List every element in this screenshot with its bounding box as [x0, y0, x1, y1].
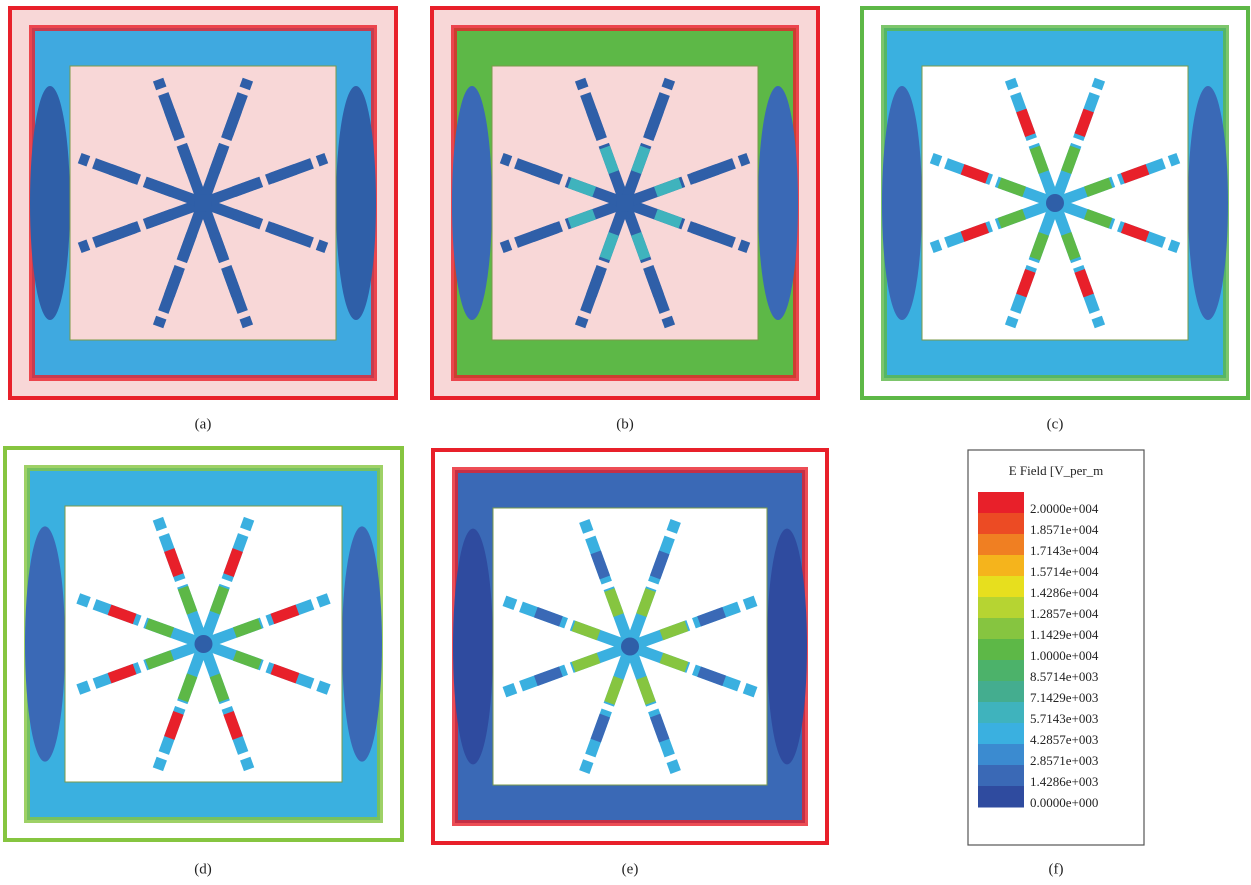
field-lobe	[336, 86, 376, 320]
field-lobe	[30, 86, 70, 320]
legend-swatch	[978, 702, 1024, 724]
field-lobe	[342, 526, 382, 761]
panel-label: (a)	[195, 416, 212, 432]
legend-label: 0.0000e+000	[1030, 795, 1098, 810]
legend-label: 1.5714e+004	[1030, 564, 1099, 579]
field-plot	[5, 448, 402, 840]
electrode-hub	[621, 638, 639, 656]
legend-label: 2.8571e+003	[1030, 753, 1098, 768]
legend-label: 8.5714e+003	[1030, 669, 1098, 684]
legend-swatch	[978, 534, 1024, 556]
field-plot	[433, 450, 827, 843]
legend-label: 2.0000e+004	[1030, 501, 1099, 516]
legend-swatch	[978, 723, 1024, 745]
legend-label: 1.0000e+004	[1030, 648, 1099, 663]
legend-label: 1.8571e+004	[1030, 522, 1099, 537]
field-lobe	[453, 529, 493, 765]
legend-label: 1.4286e+003	[1030, 774, 1098, 789]
legend-label: 1.1429e+004	[1030, 627, 1099, 642]
electrode-hub	[616, 194, 634, 212]
field-lobe	[1188, 86, 1228, 320]
legend-swatch	[978, 597, 1024, 619]
legend-label: 5.7143e+003	[1030, 711, 1098, 726]
legend-label: 1.4286e+004	[1030, 585, 1099, 600]
legend-swatch	[978, 555, 1024, 577]
panel-label: (b)	[616, 416, 634, 432]
legend-title: E Field [V_per_m	[1009, 463, 1104, 478]
legend-label: 1.2857e+004	[1030, 606, 1099, 621]
field-lobe	[758, 86, 798, 320]
legend-swatch	[978, 744, 1024, 766]
field-lobe	[882, 86, 922, 320]
figure: E Field [V_per_m (a) (b) (c) (d) (e) (f) 2.000…	[0, 0, 1251, 885]
panel-label: (c)	[1047, 416, 1064, 432]
legend-swatch	[978, 513, 1024, 535]
panel-label: (f)	[1049, 861, 1064, 877]
legend-swatch	[978, 660, 1024, 682]
electrode-hub	[194, 194, 212, 212]
electrode-hub	[195, 635, 213, 653]
field-lobe	[767, 529, 807, 765]
field-plot	[432, 8, 818, 398]
electrode-hub	[1046, 194, 1064, 212]
panel-label: (d)	[194, 861, 212, 877]
legend-swatch	[978, 576, 1024, 598]
legend-label: 1.7143e+004	[1030, 543, 1099, 558]
legend-swatch	[978, 492, 1024, 514]
legend-swatch	[978, 681, 1024, 703]
legend-label: 7.1429e+003	[1030, 690, 1098, 705]
field-plot	[10, 8, 396, 398]
legend-label: 4.2857e+003	[1030, 732, 1098, 747]
legend-swatch	[978, 765, 1024, 787]
legend-swatch	[978, 618, 1024, 640]
legend-swatch	[978, 786, 1024, 808]
field-lobe	[452, 86, 492, 320]
field-plot	[862, 8, 1248, 398]
panel-label: (e)	[622, 861, 639, 877]
legend-swatch	[978, 639, 1024, 661]
field-lobe	[25, 526, 65, 761]
